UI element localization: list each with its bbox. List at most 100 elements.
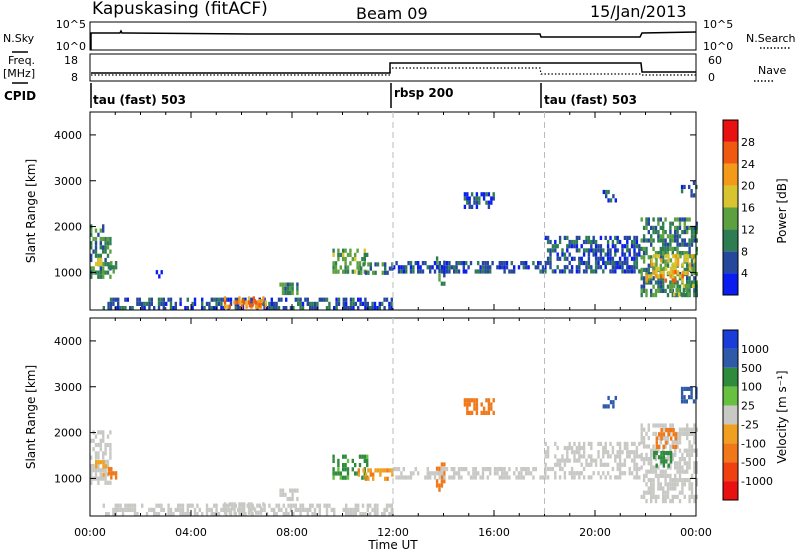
range-gate-cell — [640, 465, 643, 470]
range-gate-cell — [520, 261, 523, 266]
range-gate-cell — [664, 499, 667, 504]
range-gate-cell — [665, 428, 668, 433]
range-gate-cell — [664, 482, 667, 487]
range-gate-cell — [222, 507, 225, 512]
range-gate-cell — [633, 458, 636, 463]
range-gate-cell — [655, 258, 658, 263]
range-gate-cell — [568, 269, 571, 274]
range-gate-cell — [664, 254, 668, 259]
range-gate-cell — [484, 261, 487, 266]
range-gate-cell — [337, 257, 340, 262]
range-gate-cell — [671, 278, 675, 283]
range-gate-cell — [682, 283, 686, 289]
range-gate-cell — [369, 262, 372, 267]
range-gate-cell — [247, 506, 251, 511]
range-gate-cell — [493, 471, 497, 476]
range-gate-cell — [525, 265, 528, 270]
range-gate-cell — [544, 471, 547, 476]
range-gate-cell — [676, 270, 680, 275]
range-gate-cell — [582, 445, 586, 451]
range-gate-cell — [693, 499, 696, 504]
range-gate-cell — [487, 402, 491, 407]
range-gate-cell — [659, 288, 662, 293]
nave-tick-bottom: 0 — [708, 71, 715, 84]
range-gate-cell — [220, 507, 223, 512]
range-gate-cell — [678, 440, 682, 445]
range-gate-cell — [332, 467, 335, 472]
range-gate-cell — [650, 465, 653, 470]
range-gate-cell — [681, 217, 684, 222]
range-gate-cell — [281, 282, 285, 287]
range-gate-cell — [633, 462, 636, 467]
range-gate-cell — [402, 475, 405, 480]
range-gate-cell — [657, 478, 660, 483]
range-gate-cell — [612, 404, 615, 409]
range-gate-cell — [383, 512, 386, 517]
range-gate-cell — [657, 473, 660, 478]
range-gate-cell — [475, 200, 479, 205]
range-gate-cell — [369, 503, 372, 508]
range-gate-cell — [259, 510, 263, 515]
range-gate-cell — [683, 469, 686, 474]
range-gate-cell — [650, 274, 653, 279]
range-gate-cell — [352, 297, 355, 302]
range-gate-cell — [90, 480, 93, 485]
range-gate-cell — [614, 235, 617, 240]
range-gate-cell — [193, 301, 197, 306]
range-gate-cell — [223, 296, 227, 301]
colorbar-segment — [723, 251, 738, 274]
range-gate-cell — [443, 470, 446, 475]
range-gate-cell — [443, 265, 446, 270]
range-gate-cell — [688, 251, 691, 256]
range-gate-cell — [102, 468, 105, 473]
range-gate-cell — [638, 466, 641, 472]
range-gate-cell — [92, 468, 95, 473]
range-gate-cell — [692, 193, 696, 198]
range-gate-cell — [582, 252, 586, 257]
range-gate-cell — [695, 251, 698, 256]
range-gate-cell — [364, 301, 367, 306]
range-gate-cell — [522, 467, 525, 472]
range-gate-cell — [667, 254, 670, 259]
range-gate-cell — [659, 225, 662, 230]
range-gate-cell — [258, 299, 261, 304]
colorbar-segment — [723, 386, 738, 406]
range-gate-cell — [186, 306, 189, 311]
range-gate-cell — [549, 248, 552, 253]
range-gate-cell — [563, 265, 567, 270]
range-gate-cell — [90, 266, 93, 271]
range-gate-cell — [367, 476, 370, 481]
range-gate-cell — [680, 386, 684, 391]
x-tick-label: 16:00 — [478, 526, 510, 539]
range-gate-cell — [563, 475, 567, 480]
range-gate-cell — [205, 503, 209, 508]
range-gate-cell — [376, 306, 379, 311]
range-gate-cell — [679, 254, 682, 259]
range-gate-cell — [652, 246, 655, 251]
range-gate-cell — [686, 230, 689, 235]
range-gate-cell — [616, 441, 619, 446]
range-gate-cell — [237, 306, 240, 311]
range-gate-cell — [455, 265, 458, 270]
range-gate-cell — [544, 260, 547, 266]
range-gate-cell — [435, 483, 439, 488]
range-gate-cell — [255, 510, 258, 515]
range-gate-cell — [104, 451, 107, 456]
range-gate-cell — [609, 400, 613, 405]
range-gate-cell — [325, 503, 329, 508]
range-gate-cell — [686, 258, 689, 263]
range-gate-cell — [621, 462, 624, 467]
range-gate-cell — [333, 507, 336, 512]
range-gate-cell — [90, 232, 93, 237]
range-gate-cell — [352, 301, 355, 306]
range-gate-cell — [599, 256, 603, 261]
range-gate-cell — [652, 465, 655, 470]
range-gate-cell — [345, 507, 348, 512]
nsky-tick-top: 10^5 — [56, 18, 86, 31]
range-gate-cell — [390, 301, 393, 306]
range-gate-cell — [602, 260, 605, 266]
range-gate-cell — [136, 297, 139, 302]
range-gate-cell — [318, 512, 321, 517]
freq-unit: [MHz] — [3, 67, 35, 80]
